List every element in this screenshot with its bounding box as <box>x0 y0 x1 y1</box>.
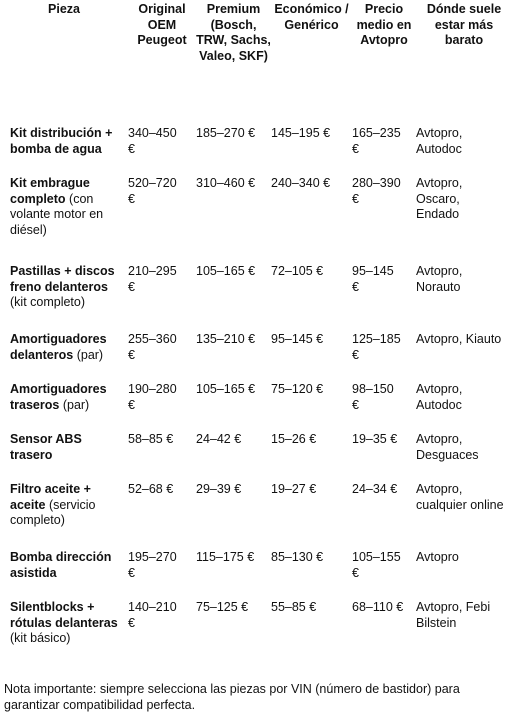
part-cell: Silentblocks + rótulas delanteras (kit b… <box>0 600 128 650</box>
column-header: Dónde suele estar más barato <box>426 2 502 47</box>
part-cell: Amortiguadores traseros (par) <box>0 382 128 432</box>
part-note: (par) <box>62 397 90 412</box>
oem-cell: 195–270 € <box>128 550 177 580</box>
column-header: Económico / Genérico <box>274 2 349 32</box>
premium-cell: 29–39 € <box>196 482 242 496</box>
table-row: Amortiguadores traseros (par) 190–280 €10… <box>0 382 512 432</box>
part-note: (servicio completo) <box>10 497 96 528</box>
oem-cell: 255–360 € <box>128 332 177 362</box>
where-cell: Avtopro, Autodoc <box>416 126 463 156</box>
premium-cell: 310–460 € <box>196 176 256 190</box>
oem-cell: 140–210 € <box>128 600 177 630</box>
part-cell: Kit distribución + bomba de agua <box>0 126 128 176</box>
table-body: Kit distribución + bomba de agua 340–450 … <box>0 126 512 650</box>
where-cell: Avtopro, Febi Bilstein <box>416 600 491 630</box>
column-header: Premium (Bosch, TRW, Sachs, Valeo, SKF) <box>196 2 271 63</box>
avtopro-cell: 125–185 € <box>352 332 401 362</box>
premium-cell: 24–42 € <box>196 432 242 446</box>
economic-cell: 145–195 € <box>271 126 331 140</box>
part-name: Amortiguadores delanteros <box>10 332 107 362</box>
where-cell: Avtopro, Oscaro, Endado <box>416 176 463 221</box>
oem-cell: 210–295 € <box>128 264 177 294</box>
oem-cell: 52–68 € <box>128 482 174 496</box>
avtopro-cell: 68–110 € <box>352 600 404 614</box>
where-cell: Avtopro, Autodoc <box>416 382 463 412</box>
part-cell: Kit embrague completo (con volante motor… <box>0 176 128 264</box>
part-name: Kit distribución + bomba de agua <box>10 126 113 156</box>
table-row: Kit distribución + bomba de agua 340–450 … <box>0 126 512 176</box>
economic-cell: 55–85 € <box>271 600 317 614</box>
oem-cell: 190–280 € <box>128 382 177 412</box>
where-cell: Avtopro, Desguaces <box>416 432 479 462</box>
table-row: Bomba dirección asistida 195–270 € 115–175… <box>0 550 512 600</box>
oem-cell: 340–450 € <box>128 126 177 156</box>
part-cell: Amortiguadores delanteros (par) <box>0 332 128 382</box>
premium-cell: 135–210 € <box>196 332 256 346</box>
avtopro-cell: 24–34 € <box>352 482 398 496</box>
part-name: Kit embrague completo <box>10 176 90 206</box>
economic-cell: 15–26 € <box>271 432 317 446</box>
economic-cell: 240–340 € <box>271 176 331 190</box>
table-row: Amortiguadores delanteros (par) 255–360 €… <box>0 332 512 382</box>
part-name: Filtro aceite + aceite <box>10 482 91 512</box>
premium-cell: 105–165 € <box>196 382 256 396</box>
oem-cell: 520–720 € <box>128 176 177 206</box>
where-cell: Avtopro, Norauto <box>416 264 463 294</box>
part-cell: Pastillas + discos freno delanteros (kit… <box>0 264 128 332</box>
part-name: Silentblocks + rótulas delanteras <box>10 600 118 630</box>
part-name: Pastillas + discos freno delanteros <box>10 264 115 294</box>
avtopro-cell: 280–390 € <box>352 176 401 206</box>
column-header: Original OEM Peugeot <box>137 2 187 47</box>
part-note: (con volante motor en diésel) <box>10 191 104 237</box>
header-row: Pieza Original OEM Peugeot Premium (Bosch,… <box>0 0 512 126</box>
avtopro-cell: 98–150 € <box>352 382 394 412</box>
table-row: Pastillas + discos freno delanteros (kit… <box>0 264 512 332</box>
oem-cell: 58–85 € <box>128 432 174 446</box>
part-name: Amortiguadores traseros <box>10 382 107 412</box>
avtopro-cell: 19–35 € <box>352 432 398 446</box>
table-row: Kit embrague completo (con volante motor… <box>0 176 512 264</box>
premium-cell: 185–270 € <box>196 126 256 140</box>
where-cell: Avtopro, Kiauto <box>416 332 502 346</box>
table-row: Sensor ABS trasero 58–85 € 24–42 € 15–26 € 1… <box>0 432 512 482</box>
part-note: (kit básico) <box>10 631 71 645</box>
economic-cell: 85–130 € <box>271 550 324 564</box>
premium-cell: 105–165 € <box>196 264 256 278</box>
economic-cell: 75–120 € <box>271 382 324 396</box>
economic-cell: 72–105 € <box>271 264 324 278</box>
economic-cell: 19–27 € <box>271 482 317 496</box>
part-name: Bomba dirección asistida <box>10 550 112 580</box>
avtopro-cell: 105–155 € <box>352 550 401 580</box>
economic-cell: 95–145 € <box>271 332 324 346</box>
price-table: Pieza Original OEM Peugeot Premium (Bosch,… <box>0 0 512 650</box>
avtopro-cell: 165–235 € <box>352 126 401 156</box>
part-note: (kit completo) <box>10 295 86 309</box>
where-cell: Avtopro, cualquier online <box>416 482 504 512</box>
column-header: Pieza <box>48 2 80 16</box>
part-cell: Bomba dirección asistida <box>0 550 128 600</box>
footnote: Nota importante: siempre selecciona las … <box>4 682 460 712</box>
premium-cell: 75–125 € <box>196 600 249 614</box>
table-row: Filtro aceite + aceite (servicio complet… <box>0 482 512 550</box>
table-row: Silentblocks + rótulas delanteras (kit b… <box>0 600 512 650</box>
premium-cell: 115–175 € <box>196 550 255 564</box>
part-note: (par) <box>76 347 104 362</box>
avtopro-cell: 95–145 € <box>352 264 394 294</box>
part-cell: Filtro aceite + aceite (servicio complet… <box>0 482 128 550</box>
column-header: Precio medio en Avtopro <box>356 2 412 47</box>
where-cell: Avtopro <box>416 550 459 564</box>
part-name: Sensor ABS trasero <box>10 432 82 462</box>
part-cell: Sensor ABS trasero <box>0 432 128 482</box>
